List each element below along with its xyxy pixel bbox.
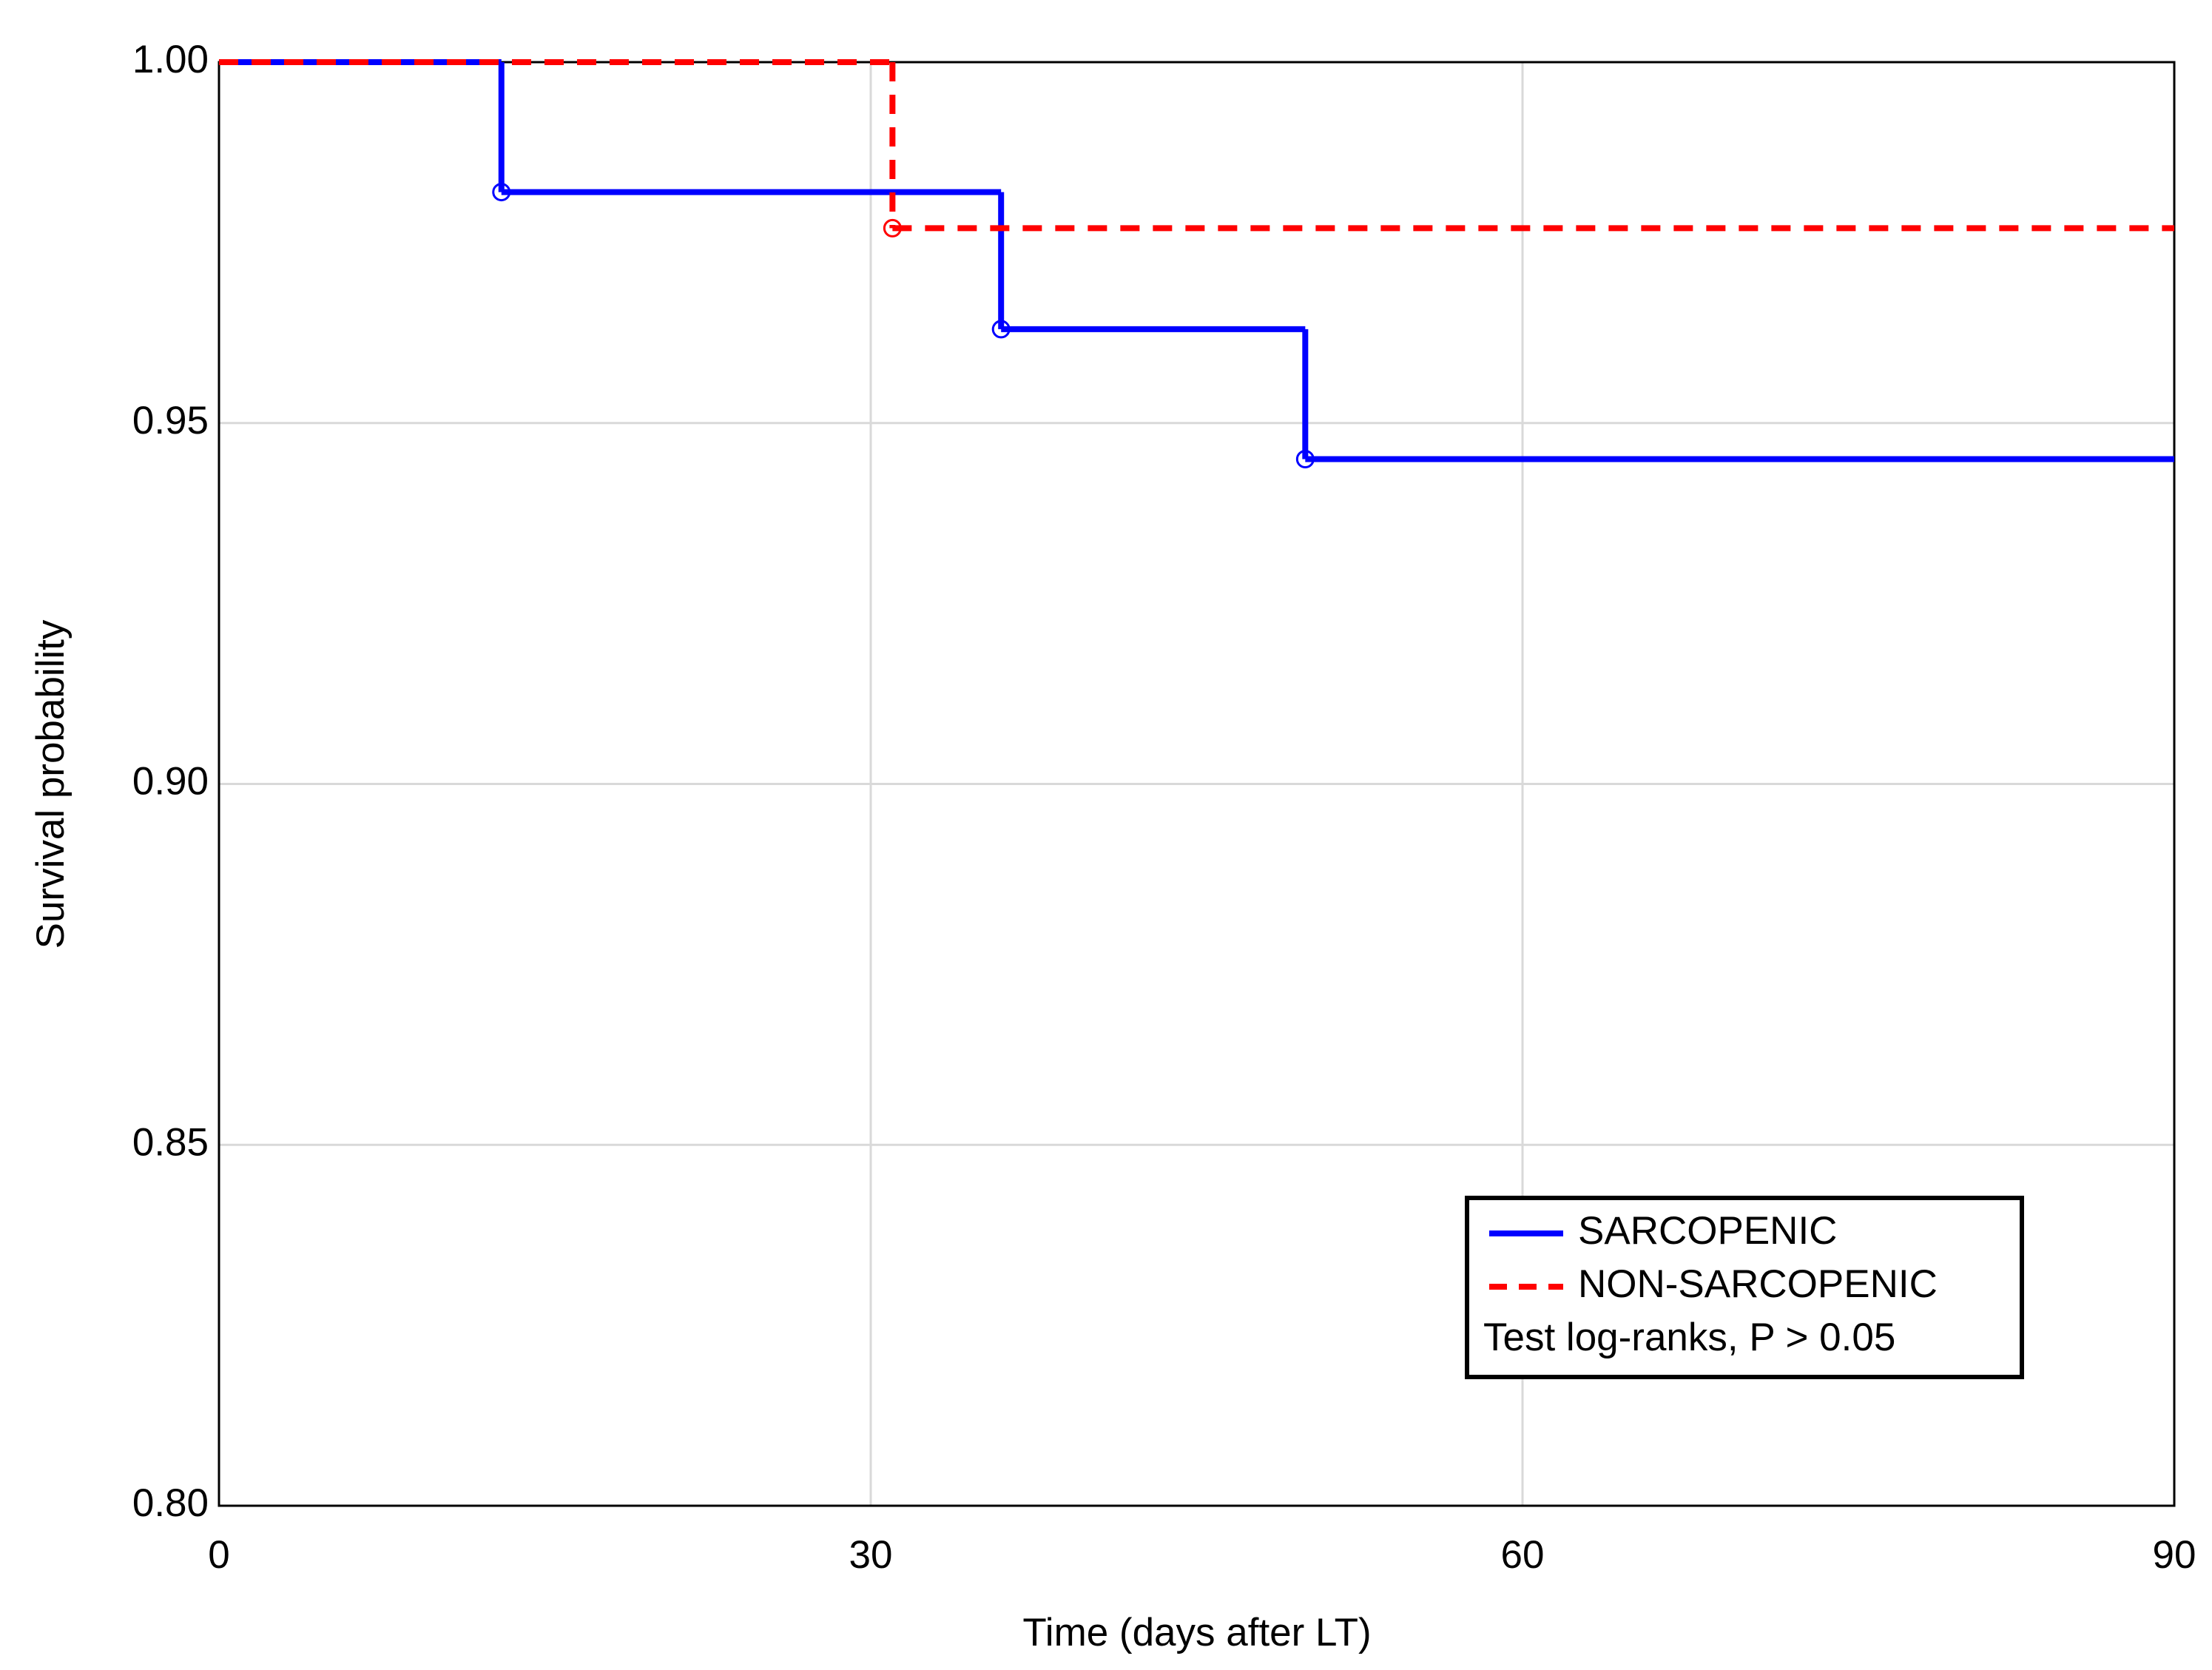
y-axis-label: Survival probability [29, 619, 73, 949]
event-marker [492, 183, 511, 202]
plot-frame [218, 61, 2176, 1507]
event-marker [991, 320, 1011, 339]
x-axis-label: Time (days after LT) [1022, 1611, 1371, 1654]
y-tick-label: 0.80 [132, 1481, 209, 1525]
y-tick-label: 0.95 [132, 399, 209, 442]
x-tick-label: 60 [1501, 1533, 1545, 1577]
legend-annotation: Test log-ranks, P > 0.05 [1483, 1316, 1895, 1359]
x-tick-label: 90 [2153, 1533, 2196, 1577]
legend-label: SARCOPENIC [1578, 1209, 1837, 1253]
y-tick-label: 0.90 [132, 760, 209, 804]
y-tick-label: 0.85 [132, 1120, 209, 1164]
y-tick-label: 1.00 [132, 38, 209, 81]
event-marker [883, 218, 902, 238]
x-tick-label: 30 [849, 1533, 893, 1577]
x-tick-label: 0 [208, 1533, 229, 1577]
event-marker [1295, 450, 1315, 469]
legend-label: NON-SARCOPENIC [1578, 1262, 1938, 1306]
